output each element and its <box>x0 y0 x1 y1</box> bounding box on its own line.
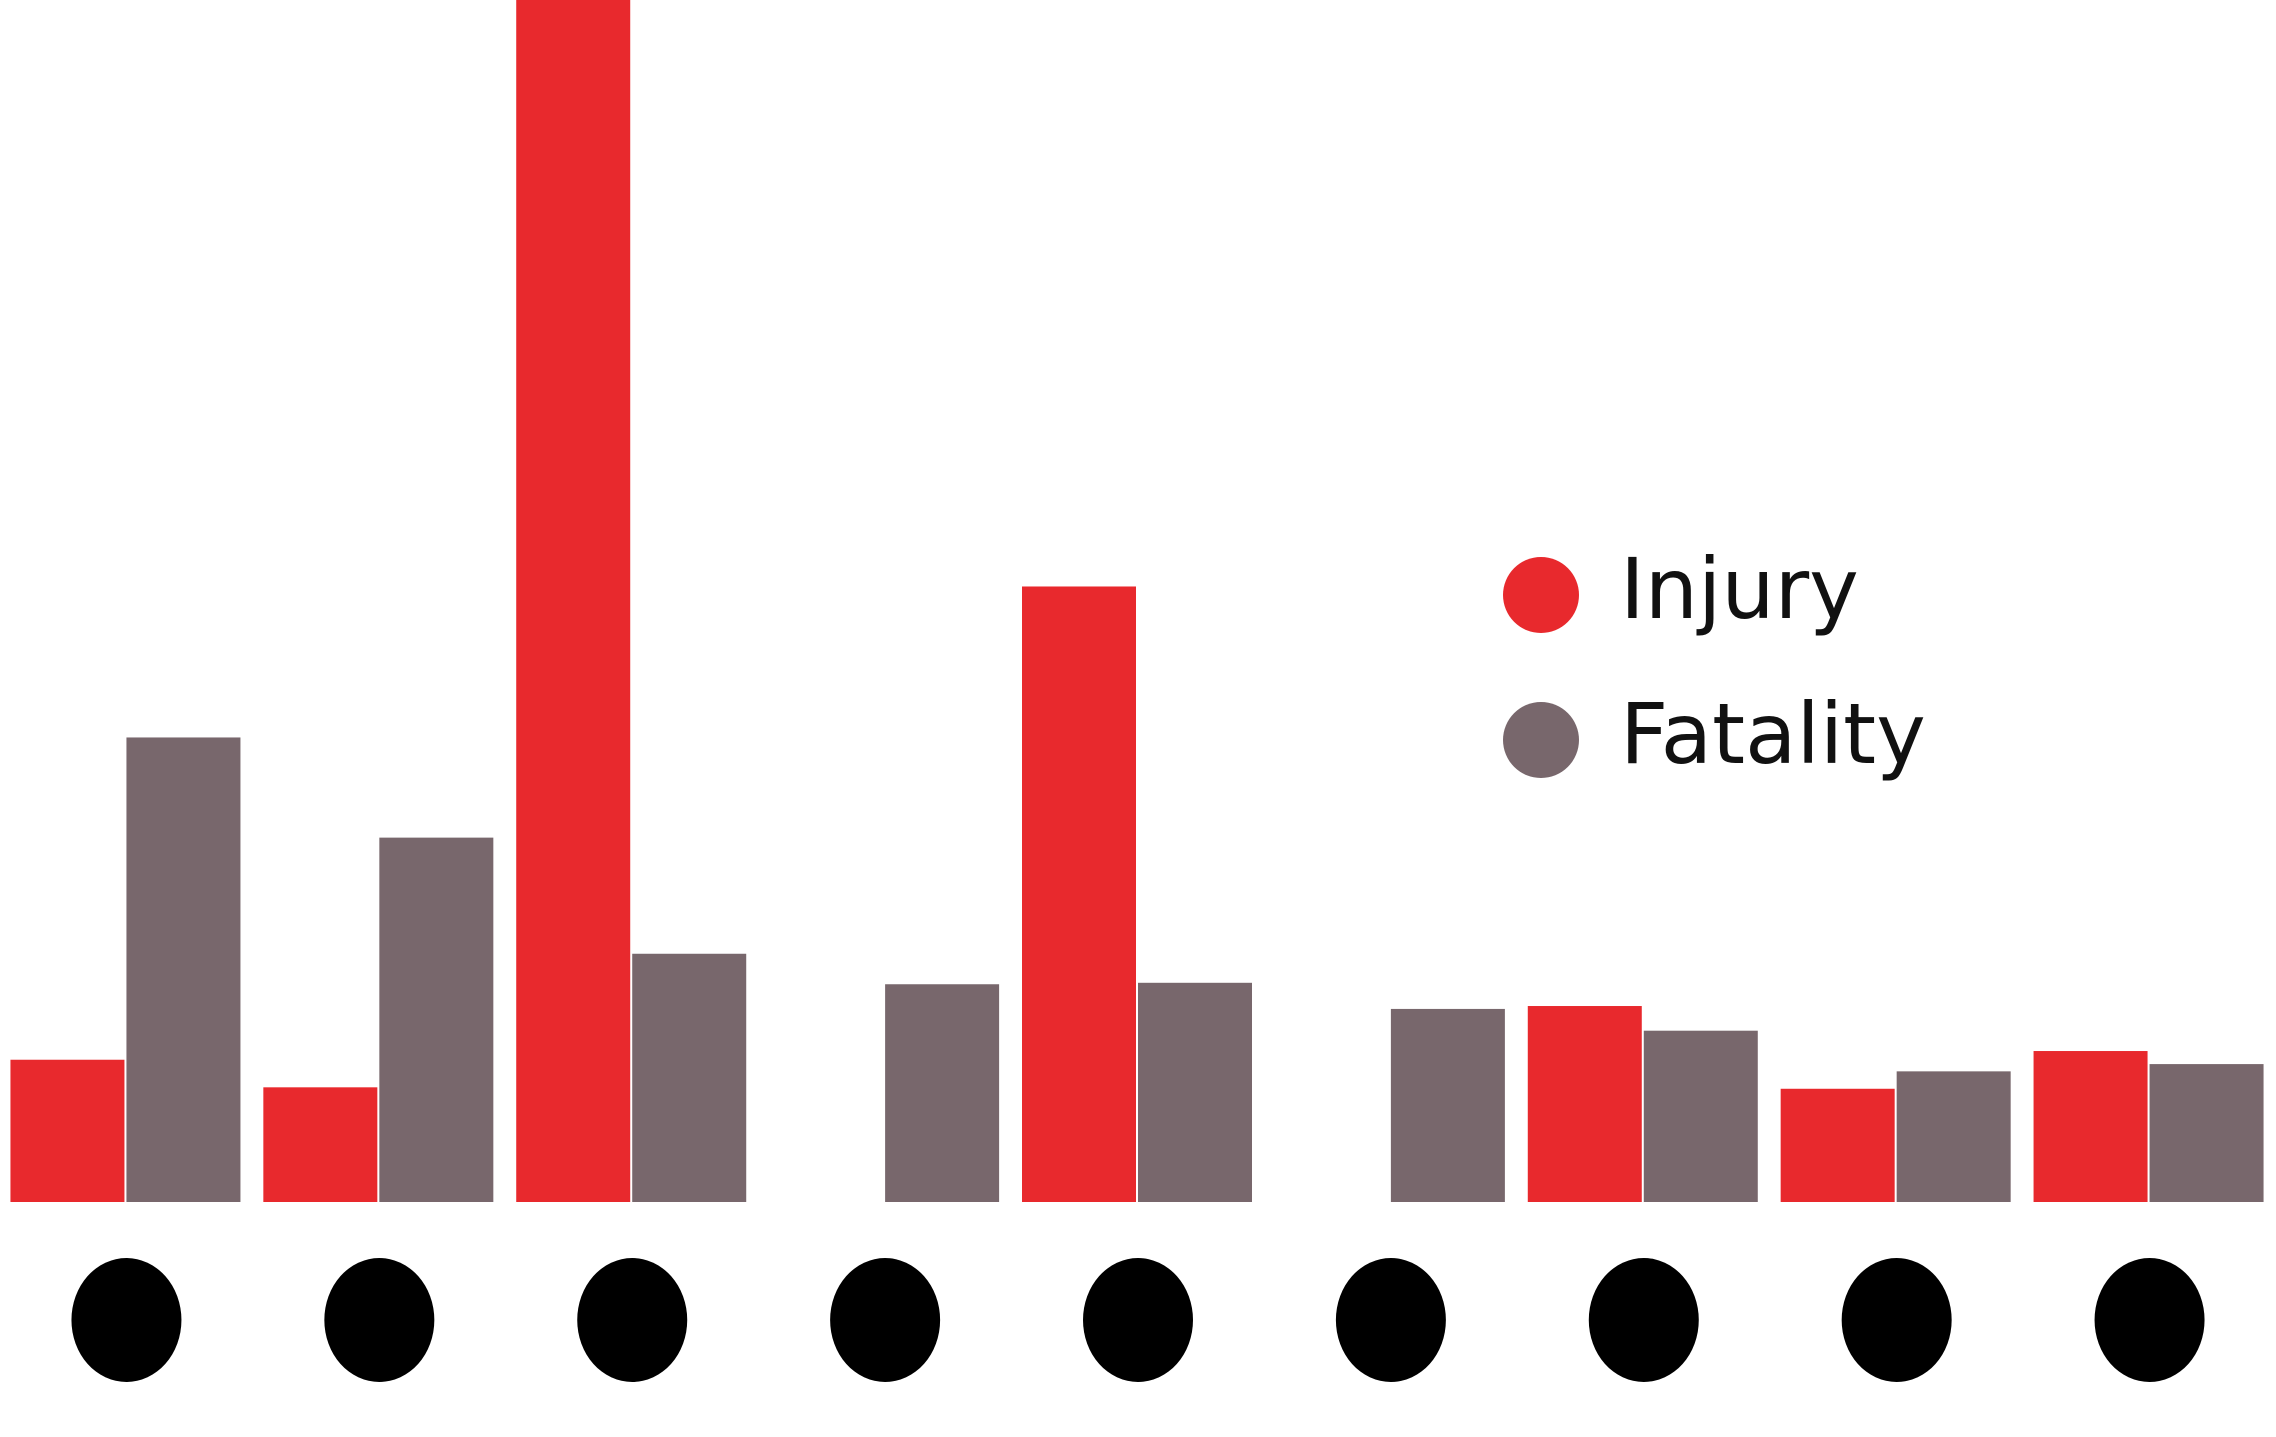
bar <box>263 1087 378 1202</box>
food-icon <box>1841 1258 1952 1382</box>
food-icon <box>71 1258 182 1382</box>
legend-swatch <box>1503 557 1579 633</box>
bar <box>1643 1030 1758 1202</box>
bar <box>1390 1008 1505 1202</box>
bar <box>2033 1051 2148 1202</box>
bar <box>885 984 1000 1202</box>
food-icon <box>1083 1258 1193 1382</box>
food-icon <box>1335 1258 1446 1382</box>
food-icons <box>71 1258 2205 1382</box>
bar <box>1138 982 1252 1202</box>
bar <box>632 953 747 1202</box>
bar <box>1022 586 1136 1202</box>
bar <box>1780 1088 1895 1202</box>
food-icon <box>324 1258 435 1382</box>
food-icon <box>2094 1258 2205 1382</box>
bar <box>10 1059 125 1202</box>
food-icon <box>1588 1258 1699 1382</box>
legend-label: Fatality <box>1620 685 1926 783</box>
legend-swatch <box>1503 702 1579 778</box>
bar <box>379 837 494 1202</box>
bar <box>1527 1006 1642 1202</box>
bar <box>2149 1064 2264 1202</box>
bar <box>1896 1071 2011 1202</box>
food-icon <box>577 1258 688 1382</box>
legend-label: Injury <box>1620 540 1859 638</box>
bar <box>126 737 241 1202</box>
food-icon <box>830 1258 941 1382</box>
bar <box>516 0 631 1202</box>
